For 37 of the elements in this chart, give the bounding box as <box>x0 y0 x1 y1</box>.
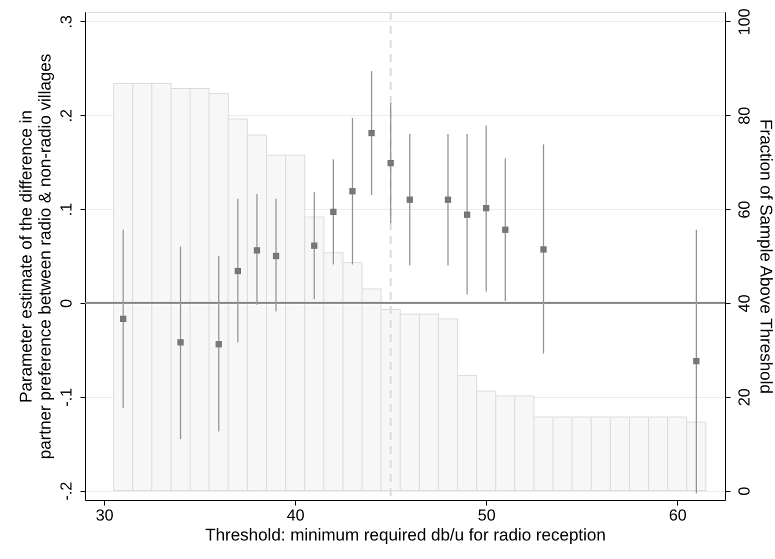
y-tick-label: .1 <box>58 202 76 216</box>
point <box>444 196 452 203</box>
point <box>330 208 337 216</box>
y-tick-label: -.1 <box>58 388 76 407</box>
y2-tick-label: 20 <box>736 388 754 406</box>
x-tick-label: 60 <box>668 508 687 524</box>
x-tick-label: 30 <box>96 508 114 524</box>
y-axis-title: Parameter estimate of the difference in partner preference between radio & non-radio villages <box>16 54 54 460</box>
point <box>254 247 260 254</box>
point <box>540 246 547 253</box>
y-tick-label: 0 <box>58 298 76 308</box>
y2-tick-label: 0 <box>736 486 754 496</box>
point <box>693 358 700 364</box>
y-tick-label: .3 <box>58 15 76 29</box>
point <box>120 316 126 322</box>
y2-tick-label: 100 <box>736 8 754 36</box>
x-tick-label: 40 <box>286 508 305 524</box>
point <box>234 268 241 274</box>
point <box>388 160 394 166</box>
point <box>368 130 375 136</box>
x-tick-label: 50 <box>478 508 496 524</box>
y2-axis-title: Fraction of Sample Above Threshold <box>756 119 775 394</box>
x-axis-title: Threshold: minimum required db/u for radio reception <box>205 526 606 544</box>
point <box>311 242 318 249</box>
point <box>406 196 413 203</box>
point <box>216 341 222 348</box>
point <box>272 252 280 260</box>
point <box>483 204 490 212</box>
y2-tick-label: 60 <box>736 200 754 218</box>
y-tick-label: .2 <box>58 108 76 122</box>
point <box>349 188 356 194</box>
y2-tick-label: 80 <box>736 106 754 125</box>
y2-tick-label: 40 <box>736 294 754 312</box>
point <box>177 339 184 346</box>
y-tick-label: -.2 <box>58 482 76 500</box>
point <box>464 212 470 218</box>
point <box>502 226 508 233</box>
